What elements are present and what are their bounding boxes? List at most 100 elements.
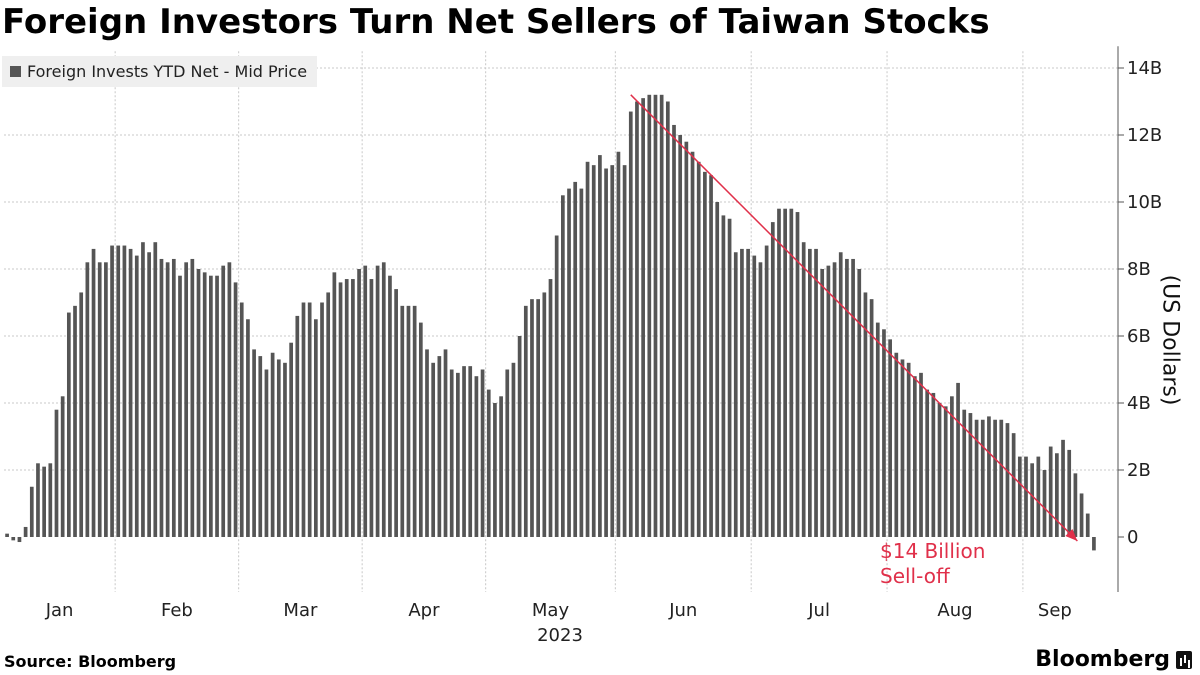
bar xyxy=(110,245,114,538)
bar xyxy=(73,305,77,537)
bar xyxy=(1055,453,1059,537)
bar xyxy=(530,299,534,537)
y-tick-label: 14B xyxy=(1127,58,1162,79)
bar xyxy=(134,255,139,537)
bar xyxy=(801,242,806,537)
bar xyxy=(246,319,250,537)
legend-swatch xyxy=(10,66,21,77)
bar xyxy=(875,322,880,537)
bar xyxy=(48,463,53,537)
bar xyxy=(845,258,849,537)
bar xyxy=(252,349,256,537)
bar xyxy=(369,279,374,537)
legend: Foreign Invests YTD Net - Mid Price xyxy=(2,56,318,87)
bar xyxy=(165,262,170,537)
bar xyxy=(826,265,831,537)
bar xyxy=(264,369,269,537)
bar xyxy=(159,258,164,537)
bar xyxy=(381,262,386,537)
brand-name: Bloomberg xyxy=(1035,647,1170,672)
bar xyxy=(202,272,207,537)
bar xyxy=(425,349,429,537)
bar xyxy=(912,376,917,537)
bar xyxy=(672,124,676,537)
bar xyxy=(171,258,176,537)
bar xyxy=(684,141,689,537)
bar xyxy=(190,258,195,537)
bar xyxy=(709,175,713,537)
bar xyxy=(178,275,182,537)
bar xyxy=(295,315,300,537)
bar xyxy=(647,94,652,538)
bar xyxy=(307,302,312,537)
bar xyxy=(320,302,324,537)
bar xyxy=(1030,463,1035,537)
y-tick-label: 10B xyxy=(1127,192,1162,213)
bar xyxy=(17,537,22,543)
bar xyxy=(122,245,127,538)
bar xyxy=(641,98,645,538)
x-tick-label: May xyxy=(532,600,570,621)
bar xyxy=(400,305,405,537)
bar xyxy=(560,195,565,538)
bar xyxy=(894,352,899,537)
bar xyxy=(363,265,368,537)
bar xyxy=(209,275,213,537)
bar xyxy=(11,537,16,541)
bar xyxy=(764,245,769,538)
bar xyxy=(956,382,960,537)
bar xyxy=(486,389,491,537)
bar xyxy=(184,262,189,537)
bar xyxy=(987,416,991,537)
chart-title: Foreign Investors Turn Net Sellers of Ta… xyxy=(2,2,990,42)
bar xyxy=(456,372,460,537)
bar xyxy=(832,262,837,537)
bar xyxy=(437,356,442,537)
bar xyxy=(838,252,843,537)
bar xyxy=(733,252,738,537)
bar xyxy=(443,349,448,537)
bar xyxy=(746,248,750,537)
trend-line xyxy=(630,94,1078,542)
bar xyxy=(727,218,732,537)
annotation-line-2: Sell-off xyxy=(880,564,950,588)
bar xyxy=(925,389,930,537)
bar xyxy=(332,272,337,537)
bar xyxy=(1067,449,1072,537)
bar xyxy=(517,336,522,537)
bar xyxy=(60,396,65,537)
bar xyxy=(851,258,855,537)
bar xyxy=(412,305,417,537)
bar xyxy=(721,215,726,537)
bar xyxy=(344,279,349,537)
bar xyxy=(233,282,238,537)
bar xyxy=(23,526,28,537)
bar xyxy=(85,262,90,537)
bar xyxy=(740,248,744,537)
bar xyxy=(542,292,547,537)
bar xyxy=(480,369,485,537)
bar xyxy=(1061,439,1065,537)
bar xyxy=(5,533,9,537)
bar xyxy=(313,319,318,537)
bar xyxy=(493,403,497,537)
bar xyxy=(931,392,936,537)
bar xyxy=(690,151,695,537)
bar xyxy=(505,369,510,537)
bar xyxy=(153,242,158,537)
bar xyxy=(79,292,84,537)
y-tick-label: 12B xyxy=(1127,125,1162,146)
bar xyxy=(536,299,541,537)
bar xyxy=(993,419,997,537)
bar xyxy=(622,165,627,537)
bar xyxy=(888,339,892,537)
bar xyxy=(499,396,503,537)
bar xyxy=(375,265,380,537)
bar xyxy=(715,202,720,537)
bar xyxy=(906,362,911,537)
bar xyxy=(196,269,201,537)
bar xyxy=(585,161,590,538)
bar xyxy=(610,165,615,537)
bar xyxy=(270,352,275,537)
bar xyxy=(770,222,775,537)
